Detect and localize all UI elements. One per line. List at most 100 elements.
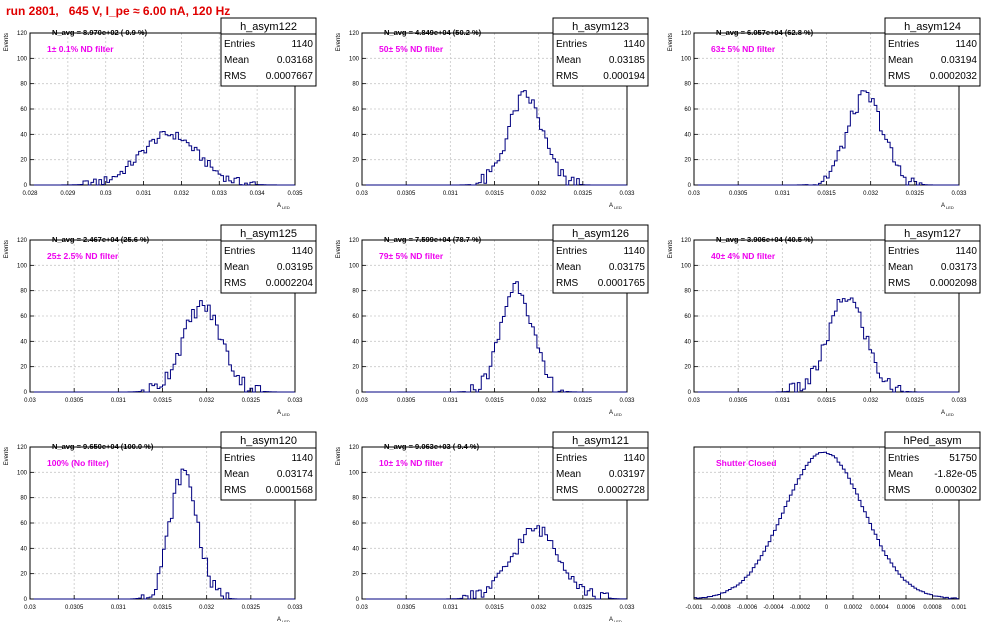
- y-tick-label: 20: [20, 158, 27, 164]
- filter-label: 100% (No filter): [47, 458, 109, 468]
- x-tick-label: 0.0305: [729, 191, 748, 197]
- stats-label: Entries: [556, 39, 587, 50]
- y-tick-label: 20: [684, 158, 691, 164]
- x-tick-label: 0.0315: [485, 398, 504, 404]
- x-tick-label: 0.035: [287, 191, 303, 197]
- x-tick-label: 0.0315: [485, 605, 504, 611]
- y-tick-label: 100: [681, 263, 692, 269]
- stats-value: -1.82e-05: [934, 469, 977, 480]
- filter-label: 40± 4% ND filter: [711, 251, 776, 261]
- y-tick-label: 60: [352, 521, 359, 527]
- stats-value: 0.0002032: [930, 71, 978, 82]
- y-axis-label: Events: [4, 447, 10, 465]
- y-tick-label: 60: [20, 107, 27, 113]
- histogram-title: h_asym127: [904, 228, 961, 240]
- x-tick-label: 0.032: [531, 605, 547, 611]
- y-axis-label: Events: [336, 33, 342, 51]
- histogram-step-line: [30, 131, 295, 186]
- stats-label: Mean: [556, 469, 581, 480]
- y-tick-label: 80: [684, 289, 691, 295]
- x-tick-label: 0.032: [863, 398, 879, 404]
- y-tick-label: 20: [352, 572, 359, 578]
- y-tick-label: 60: [20, 314, 27, 320]
- x-tick-label: 0.031: [111, 398, 127, 404]
- y-tick-label: 0: [688, 390, 692, 396]
- x-axis-label: ALED: [609, 203, 622, 210]
- navg-label: N_avg = 8.970e+02 ( 0.9 %): [52, 28, 148, 37]
- stats-value: 1140: [955, 39, 977, 50]
- x-tick-label: 0.0315: [817, 398, 836, 404]
- y-tick-label: 40: [352, 132, 359, 138]
- stats-value: 0.0002728: [598, 485, 646, 496]
- x-tick-label: 0.032: [199, 398, 215, 404]
- navg-label: N_avg = 4.849e+04 (50.2 %): [384, 28, 482, 37]
- x-tick-label: 0.032: [531, 398, 547, 404]
- histogram-panel-hPed_asym: -0.001 -0.0008 -0.0006 -0.0004 -0.0002 0 0.000…: [685, 431, 981, 611]
- histogram-step-line: [694, 90, 959, 186]
- y-tick-label: 60: [352, 107, 359, 113]
- stats-value: 0.03185: [609, 55, 646, 66]
- histogram-title: h_asym126: [572, 228, 629, 240]
- y-tick-label: 60: [684, 314, 691, 320]
- x-tick-label: 0.031: [775, 398, 791, 404]
- x-tick-label: 0.03: [688, 398, 700, 404]
- stats-label: Mean: [224, 469, 249, 480]
- stats-label: Entries: [888, 246, 919, 257]
- y-axis-label: Events: [668, 33, 674, 51]
- x-tick-label: 0.0006: [897, 605, 916, 611]
- stats-label: Entries: [556, 453, 587, 464]
- x-tick-label: 0.03: [356, 605, 368, 611]
- stats-label: RMS: [224, 485, 247, 496]
- stats-box: [220, 224, 317, 294]
- x-tick-label: 0.0305: [397, 605, 416, 611]
- y-tick-label: 80: [20, 82, 27, 88]
- stats-box: [552, 17, 649, 87]
- navg-label: N_avg = 9.063e+03 ( 9.4 %): [384, 442, 480, 451]
- stats-value: 0.0002204: [266, 278, 314, 289]
- y-tick-label: 120: [17, 445, 28, 451]
- x-tick-label: 0.032: [863, 191, 879, 197]
- x-tick-label: 0.0325: [574, 605, 593, 611]
- x-axis-label: ALED: [941, 203, 954, 210]
- x-tick-label: 0.0325: [906, 398, 925, 404]
- stats-value: 1140: [623, 453, 645, 464]
- stats-value: 1140: [623, 39, 645, 50]
- stats-label: Mean: [224, 262, 249, 273]
- y-tick-label: 20: [352, 365, 359, 371]
- y-tick-label: 80: [20, 496, 27, 502]
- y-tick-label: 20: [352, 158, 359, 164]
- stats-box: [552, 431, 649, 501]
- stats-box: [220, 431, 317, 501]
- x-axis-label: ALED: [609, 410, 622, 417]
- navg-label: N_avg = 6.057e+04 (62.8 %): [716, 28, 814, 37]
- y-tick-label: 120: [349, 445, 360, 451]
- navg-label: N_avg = 2.467e+04 (25.6 %): [52, 235, 150, 244]
- stats-label: RMS: [888, 485, 911, 496]
- x-tick-label: 0.03: [24, 398, 36, 404]
- filter-label: 1± 0.1% ND filter: [47, 44, 114, 54]
- x-tick-label: 0.0008: [923, 605, 942, 611]
- y-tick-label: 100: [17, 470, 28, 476]
- histogram-title: h_asym123: [572, 21, 629, 33]
- stats-label: Mean: [888, 262, 913, 273]
- x-tick-label: 0.0325: [906, 191, 925, 197]
- y-tick-label: 0: [24, 183, 28, 189]
- stats-value: 0.03168: [277, 55, 314, 66]
- stats-value: 1140: [291, 453, 313, 464]
- histogram-title: h_asym125: [240, 228, 297, 240]
- y-tick-label: 100: [349, 263, 360, 269]
- histogram-step-line: [694, 451, 959, 600]
- x-tick-label: 0.034: [250, 191, 266, 197]
- stats-box: [884, 17, 981, 87]
- y-tick-label: 80: [352, 82, 359, 88]
- x-tick-label: 0.0325: [242, 605, 261, 611]
- x-tick-label: 0.033: [287, 605, 303, 611]
- filter-label: 79± 5% ND filter: [379, 251, 444, 261]
- filter-label: Shutter Closed: [716, 458, 776, 468]
- filter-label: 25± 2.5% ND filter: [47, 251, 119, 261]
- stats-label: Entries: [224, 39, 255, 50]
- y-tick-label: 100: [349, 56, 360, 62]
- y-axis-label: Events: [4, 33, 10, 51]
- navg-label: N_avg = 7.599e+04 (78.7 %): [384, 235, 482, 244]
